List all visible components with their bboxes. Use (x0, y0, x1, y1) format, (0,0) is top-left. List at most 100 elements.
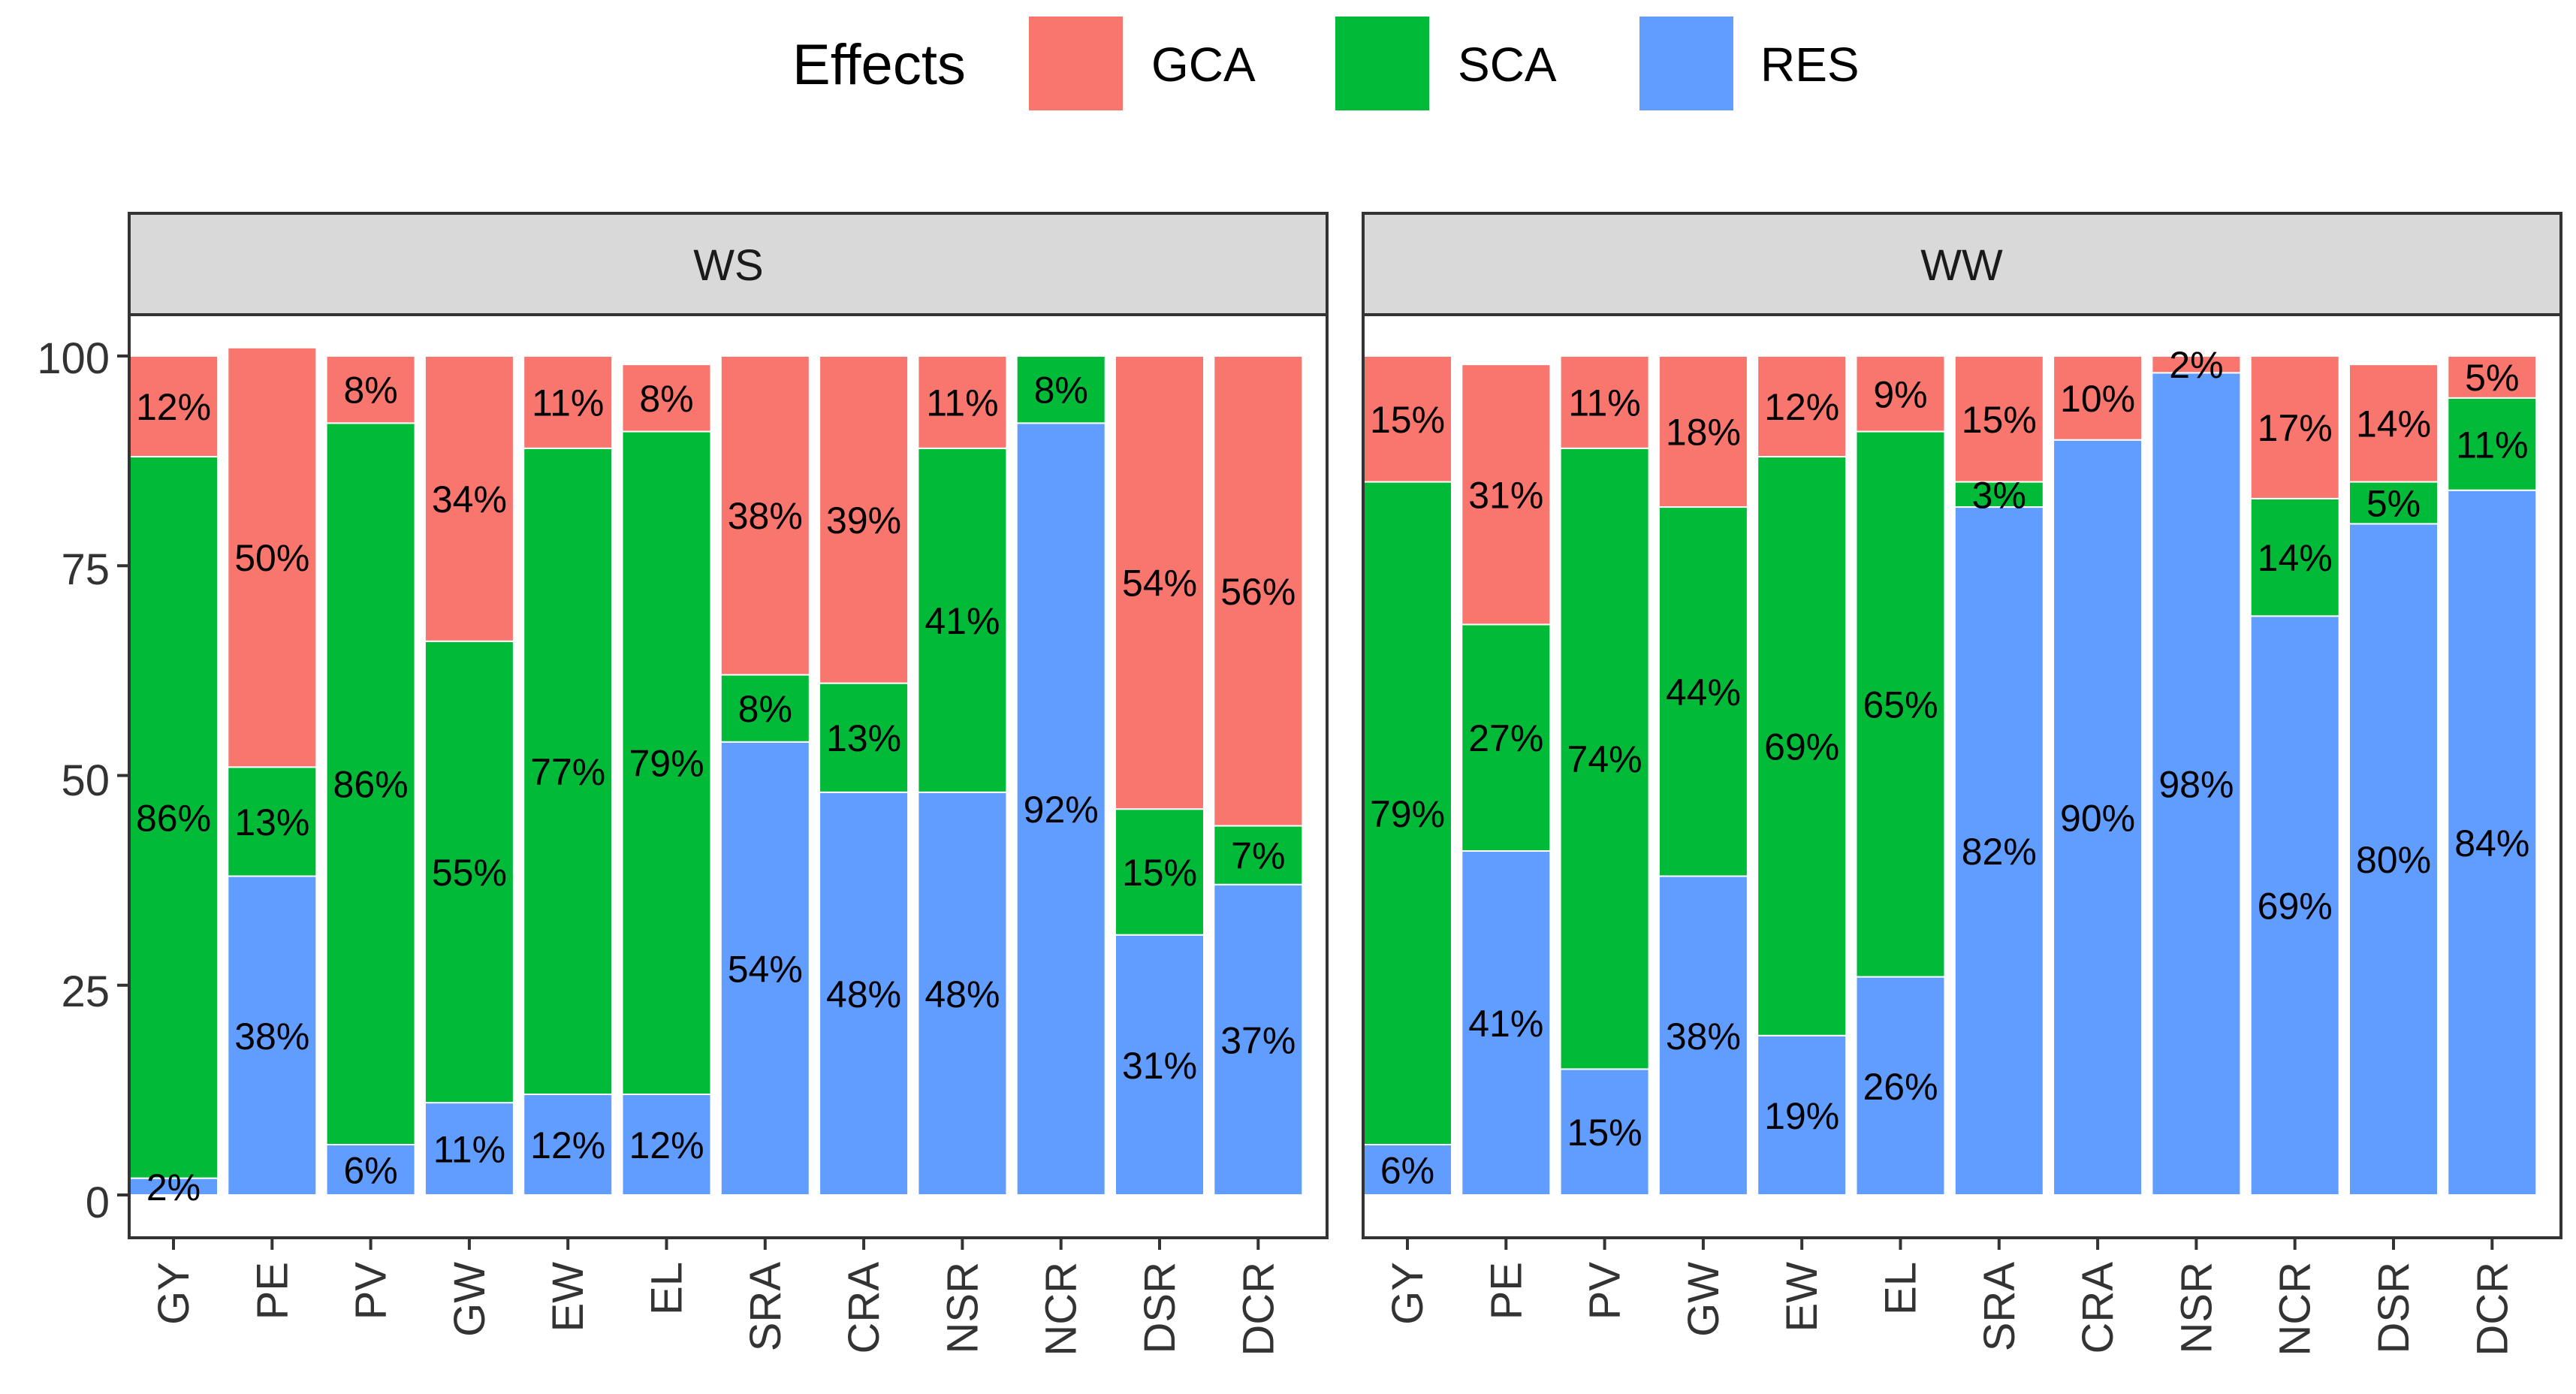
bar-segment-res (1115, 934, 1205, 1196)
data-label: 9% (1873, 373, 1927, 415)
bar-segment-sca (2249, 497, 2340, 617)
bar-segment-gca (523, 355, 614, 449)
bar-segment-sca (2447, 397, 2538, 491)
data-label: 17% (2258, 407, 2333, 449)
bar-segment-sca (128, 456, 219, 1179)
bar-segment-gca (719, 355, 810, 676)
data-label: 11% (926, 382, 998, 424)
bar-segment-res (819, 791, 909, 1196)
x-tick-label: SRA (1975, 1262, 2024, 1352)
data-label: 90% (2060, 797, 2135, 839)
data-label: 50% (234, 537, 309, 579)
data-label: 6% (343, 1149, 397, 1191)
bar-segment-sca (1362, 481, 1452, 1145)
bar-segment-gca (424, 355, 514, 642)
data-label: 6% (1380, 1149, 1434, 1191)
data-label-layer: 2% 86% 12% 38% 13% 50% 6% 86% 8% 11% 55% 34% 12% 77% 1… (136, 370, 1296, 1208)
x-tick-label: DCR (1234, 1262, 1283, 1356)
y-tick-label: 0 (86, 1178, 110, 1227)
y-tick-label: 25 (61, 967, 110, 1016)
data-label: 37% (1220, 1019, 1296, 1061)
bar-segment-sca (1015, 355, 1106, 424)
bar-segment-gca (1461, 364, 1552, 626)
legend: Effects GCA SCA RES (792, 17, 1860, 110)
data-label: 92% (1024, 789, 1099, 831)
x-tick-label: NSR (2172, 1262, 2221, 1353)
bar-segment-gca (2151, 355, 2242, 374)
data-label: 8% (1034, 370, 1088, 412)
data-label: 19% (1764, 1095, 1839, 1137)
data-label: 5% (2465, 357, 2519, 399)
data-label: 8% (639, 378, 693, 420)
data-label: 34% (432, 478, 507, 520)
panel-border (128, 313, 1329, 1239)
data-label: 14% (2356, 403, 2431, 445)
facet-panel-ws: WS 2% 86% 12% 38% 13% 50% 6% 86% 8% 11% 55% 34% 12% 7… (128, 212, 1329, 1239)
data-label: 79% (1370, 793, 1445, 835)
legend-swatch-gca (1029, 17, 1123, 110)
x-tick-label: CRA (840, 1262, 888, 1354)
facet-title-ws: WS (693, 241, 763, 290)
bar-segment-sca (424, 640, 514, 1104)
bar-segment-gca (128, 355, 219, 458)
data-label: 15% (1962, 399, 2037, 441)
data-label: 38% (1666, 1015, 1741, 1058)
data-label: 82% (1962, 831, 2037, 873)
data-label: 39% (826, 499, 901, 542)
data-label: 14% (2258, 537, 2333, 579)
x-tick-label: PV (347, 1262, 396, 1320)
data-label: 38% (728, 495, 803, 537)
x-tick-label: EL (1877, 1262, 1926, 1315)
data-label: 84% (2454, 822, 2529, 864)
data-label: 13% (234, 801, 309, 843)
data-label: 38% (234, 1015, 309, 1058)
bar-segment-res (1757, 1034, 1848, 1196)
legend-item-res: RES (1639, 17, 1860, 110)
data-label: 86% (333, 764, 409, 806)
x-tick-label: DSR (2369, 1262, 2418, 1353)
data-label: 12% (136, 386, 211, 428)
x-tick-label: NSR (938, 1262, 987, 1353)
data-label: 11% (532, 382, 604, 424)
bar-segment-gca (917, 355, 1008, 449)
bar-segment-gca (621, 364, 712, 433)
data-label: 54% (728, 948, 803, 990)
x-tick-label: EW (1778, 1262, 1826, 1332)
data-label: 31% (1122, 1045, 1197, 1087)
panel-border (1362, 313, 2562, 1239)
bar-segment-gca (325, 355, 416, 424)
bar-segment-sca (1461, 623, 1552, 852)
data-label: 86% (136, 797, 211, 839)
x-tick-label: GW (445, 1262, 494, 1337)
data-label: 55% (432, 852, 507, 894)
data-label: 2% (146, 1166, 201, 1208)
x-tick-label: SRA (741, 1262, 790, 1352)
facet-title-ww: WW (1920, 241, 2003, 290)
bar-segment-res (1953, 506, 2044, 1196)
bar-layer (1362, 355, 2538, 1196)
data-label: 65% (1863, 684, 1938, 726)
data-label: 15% (1122, 852, 1197, 894)
bar-segment-gca (2249, 355, 2340, 499)
bar-segment-gca (227, 346, 318, 768)
bar-segment-res (2348, 523, 2439, 1196)
y-tick-label: 75 (61, 545, 110, 594)
facet-strip-ws (128, 212, 1329, 316)
bar-segment-gca (1757, 355, 1848, 458)
data-label: 44% (1666, 671, 1741, 714)
bar-segment-sca (1658, 506, 1748, 877)
legend-swatch-res (1639, 17, 1733, 110)
bar-segment-sca (1855, 430, 1946, 978)
bar-segment-res (719, 741, 810, 1196)
x-tick-label: GY (149, 1262, 198, 1325)
data-label: 15% (1567, 1112, 1642, 1154)
bar-segment-res (1855, 976, 1946, 1196)
data-label: 31% (1468, 474, 1543, 516)
data-label: 80% (2356, 839, 2431, 881)
bar-segment-gca (1213, 355, 1304, 827)
data-label: 56% (1220, 571, 1296, 613)
x-tick-label: EW (544, 1262, 593, 1332)
bar-segment-gca (1855, 355, 1946, 433)
bar-segment-res (227, 875, 318, 1196)
data-label: 11% (2456, 424, 2528, 466)
